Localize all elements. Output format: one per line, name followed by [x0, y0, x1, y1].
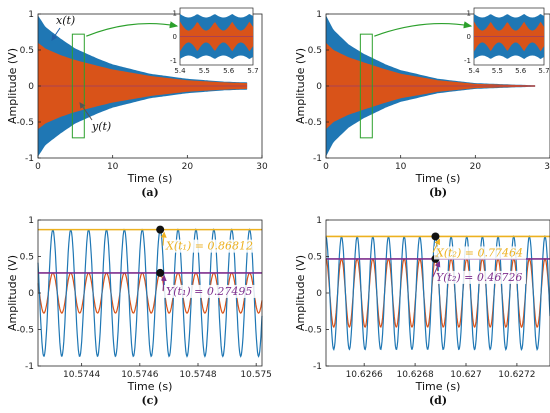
panel-d: 1 0.5 0 -0.5 -1 10.6266 10.6268 10.627 10.6272 Ti… [294, 216, 550, 407]
zoom-arrow [86, 21, 179, 37]
label-x-arrow [51, 27, 61, 41]
y-tick-label: -1 [25, 362, 34, 372]
inset-y-tick-label: 0 [173, 33, 177, 41]
y-tick-label: 1 [28, 10, 34, 20]
peak-marker-x [156, 225, 165, 234]
annotation-y-arrow [160, 274, 167, 291]
x-tick-label: 10.575 [240, 370, 272, 380]
label-y-t: y(t) [91, 120, 111, 133]
y-axis-label: Amplitude (V) [294, 255, 307, 331]
y-tick-label: 0 [316, 289, 322, 299]
y-tick-label: 0 [28, 82, 34, 92]
peak-marker-x [431, 232, 440, 241]
panel-c: 1 0.5 0 -0.5 -1 10.5744 10.5746 10.5748 10.575 Ti… [6, 216, 272, 407]
y-tick-label: -0.5 [16, 118, 34, 128]
x-tick-label: 10.6266 [346, 370, 383, 380]
annotation-y-value: Y(t₂) = 0.46726 [436, 271, 522, 284]
x-tick-label: 30 [256, 162, 268, 172]
annotation-y-value: Y(t₁) = 0.27495 [166, 285, 252, 298]
zoom-arrow [374, 21, 473, 37]
inset-x-tick-label: 5.7 [247, 67, 258, 75]
inset-y-tick-label: -1 [170, 57, 177, 65]
y-tick-label: 0.5 [308, 46, 322, 56]
x-axis-label: Time (s) [127, 380, 173, 393]
y-tick-label: 0.5 [20, 46, 34, 56]
x-axis-label: Time (s) [415, 172, 461, 185]
y-tick-label: -1 [313, 154, 322, 164]
inset-y-tick-label: 1 [173, 9, 177, 17]
y-tick-label: -0.5 [16, 326, 34, 336]
x-tick-label: 10.5744 [63, 370, 100, 380]
subfigure-label: (d) [429, 394, 447, 407]
label-x-t: x(t) [56, 14, 75, 27]
x-tick-label: 10.5748 [179, 370, 216, 380]
x-tick-label: 30 [544, 162, 550, 172]
y-tick-label: 0.5 [20, 253, 34, 263]
x-tick-label: 10.5746 [121, 370, 158, 380]
subfigure-label: (b) [429, 186, 447, 199]
zoom-region-box [71, 33, 85, 139]
x-axis-label: Time (s) [415, 380, 461, 393]
y-tick-label: 1 [316, 10, 322, 20]
x-tick-label: 10.627 [450, 370, 482, 380]
zoom-region-box [359, 33, 373, 139]
x-tick-label: 0 [35, 162, 41, 172]
y-tick-label: 0.5 [308, 253, 322, 263]
inset-x-tick-label: 5.6 [515, 67, 527, 75]
x-tick-label: 0 [323, 162, 329, 172]
annotation-bg [434, 270, 526, 284]
y-tick-label: -1 [313, 362, 322, 372]
annotation-bg [434, 246, 526, 260]
subfigure-label: (a) [141, 186, 159, 199]
x-tick-label: 10 [395, 162, 407, 172]
y-tick-label: -1 [25, 154, 34, 164]
annotation-x-value: X(t₂) = 0.77464 [435, 246, 523, 259]
inset-x-tick-label: 5.4 [174, 67, 186, 75]
label-y-arrow [79, 102, 93, 121]
y-tick-label: -0.5 [304, 326, 322, 336]
x-axis-label: Time (s) [127, 172, 173, 185]
x-tick-label: 10 [107, 162, 119, 172]
series-x-line [37, 228, 263, 358]
inset-y-tick-label: 0 [467, 33, 471, 41]
x-tick-label: 10.6268 [396, 370, 433, 380]
y-axis-label: Amplitude (V) [6, 48, 19, 124]
y-tick-label: 0 [28, 289, 34, 299]
annotation-y-arrow [432, 260, 441, 278]
annotation-x-value: X(t₁) = 0.86812 [165, 240, 253, 253]
annotation-x-arrow [432, 238, 440, 253]
y-axis-label: Amplitude (V) [294, 48, 307, 124]
annotation-bg [164, 284, 256, 298]
y-tick-label: 1 [28, 216, 34, 226]
y-tick-label: 0 [316, 82, 322, 92]
inset-y-tick-label: -1 [464, 57, 471, 65]
x-tick-label: 20 [182, 162, 194, 172]
peak-marker-y [156, 268, 165, 277]
y-tick-label: -0.5 [304, 118, 322, 128]
annotation-x-arrow [160, 231, 167, 246]
inset-x-tick-label: 5.6 [223, 67, 235, 75]
inset-y-tick-label: 1 [467, 9, 471, 17]
subfigure-label: (c) [141, 394, 158, 407]
y-tick-label: 1 [316, 216, 322, 226]
x-tick-label: 10.6272 [498, 370, 535, 380]
annotation-bg [164, 239, 256, 253]
x-tick-label: 20 [470, 162, 482, 172]
inset-x-tick-label: 5.5 [492, 67, 503, 75]
inset-x-tick-label: 5.5 [199, 67, 210, 75]
y-axis-label: Amplitude (V) [6, 255, 19, 331]
inset-x-tick-label: 5.7 [538, 67, 549, 75]
inset-x-tick-label: 5.4 [468, 67, 480, 75]
